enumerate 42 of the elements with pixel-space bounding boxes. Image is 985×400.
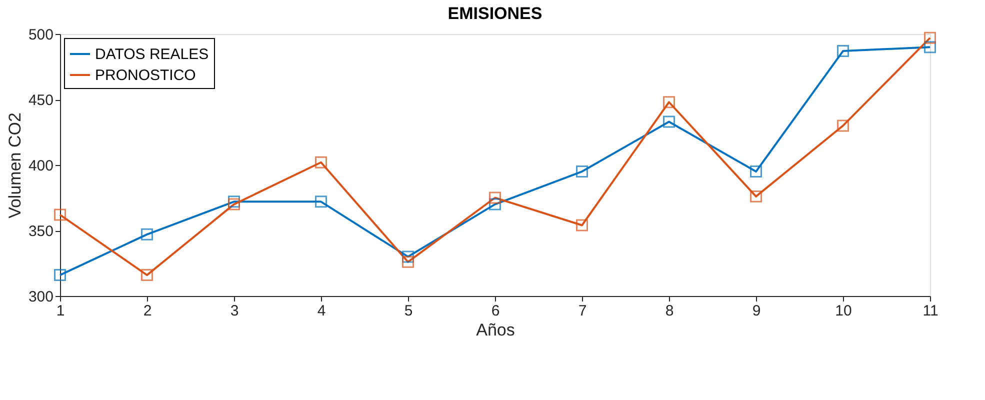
- x-tick-label: 3: [230, 302, 239, 320]
- point: [489, 192, 501, 204]
- point: [837, 120, 849, 132]
- point: [315, 196, 327, 208]
- y-tick-label: 450: [28, 92, 54, 109]
- point: [576, 166, 588, 178]
- x-tick-label: 7: [578, 302, 587, 320]
- x-tick-label: 6: [491, 302, 500, 320]
- point: [489, 198, 501, 210]
- x-tick-label: 11: [922, 302, 938, 320]
- x-tick-label: 5: [404, 302, 413, 320]
- point: [228, 198, 240, 210]
- point: [750, 190, 762, 202]
- y-tick-label: 500: [28, 26, 54, 44]
- point: [576, 219, 588, 232]
- chart-title: EMISIONES: [448, 4, 542, 23]
- point: [54, 208, 66, 221]
- point: [54, 269, 66, 282]
- x-tick-label: 4: [317, 302, 326, 320]
- point: [402, 256, 414, 268]
- point: [924, 41, 936, 54]
- point: [663, 96, 675, 108]
- point: [663, 116, 675, 128]
- x-tick-label: 10: [835, 302, 852, 320]
- legend-label: DATOS REALES: [95, 46, 209, 63]
- y-tick-label: 300: [28, 288, 54, 306]
- point: [837, 45, 849, 58]
- point: [402, 250, 414, 263]
- y-tick-label: 350: [28, 223, 54, 240]
- point: [141, 228, 153, 240]
- x-tick-label: 1: [56, 302, 65, 320]
- point: [141, 269, 153, 282]
- point: [315, 156, 327, 168]
- y-tick-label: 400: [28, 158, 54, 174]
- legend-label: PRONOSTICO: [95, 67, 196, 84]
- x-tick-label: 9: [752, 302, 761, 320]
- x-tick-label: 2: [143, 302, 152, 320]
- y-axis-title: Volumen CO2: [5, 112, 24, 218]
- point: [750, 166, 762, 178]
- x-tick-label: 8: [665, 302, 674, 320]
- point: [924, 32, 936, 44]
- x-axis-title: Años: [476, 320, 515, 340]
